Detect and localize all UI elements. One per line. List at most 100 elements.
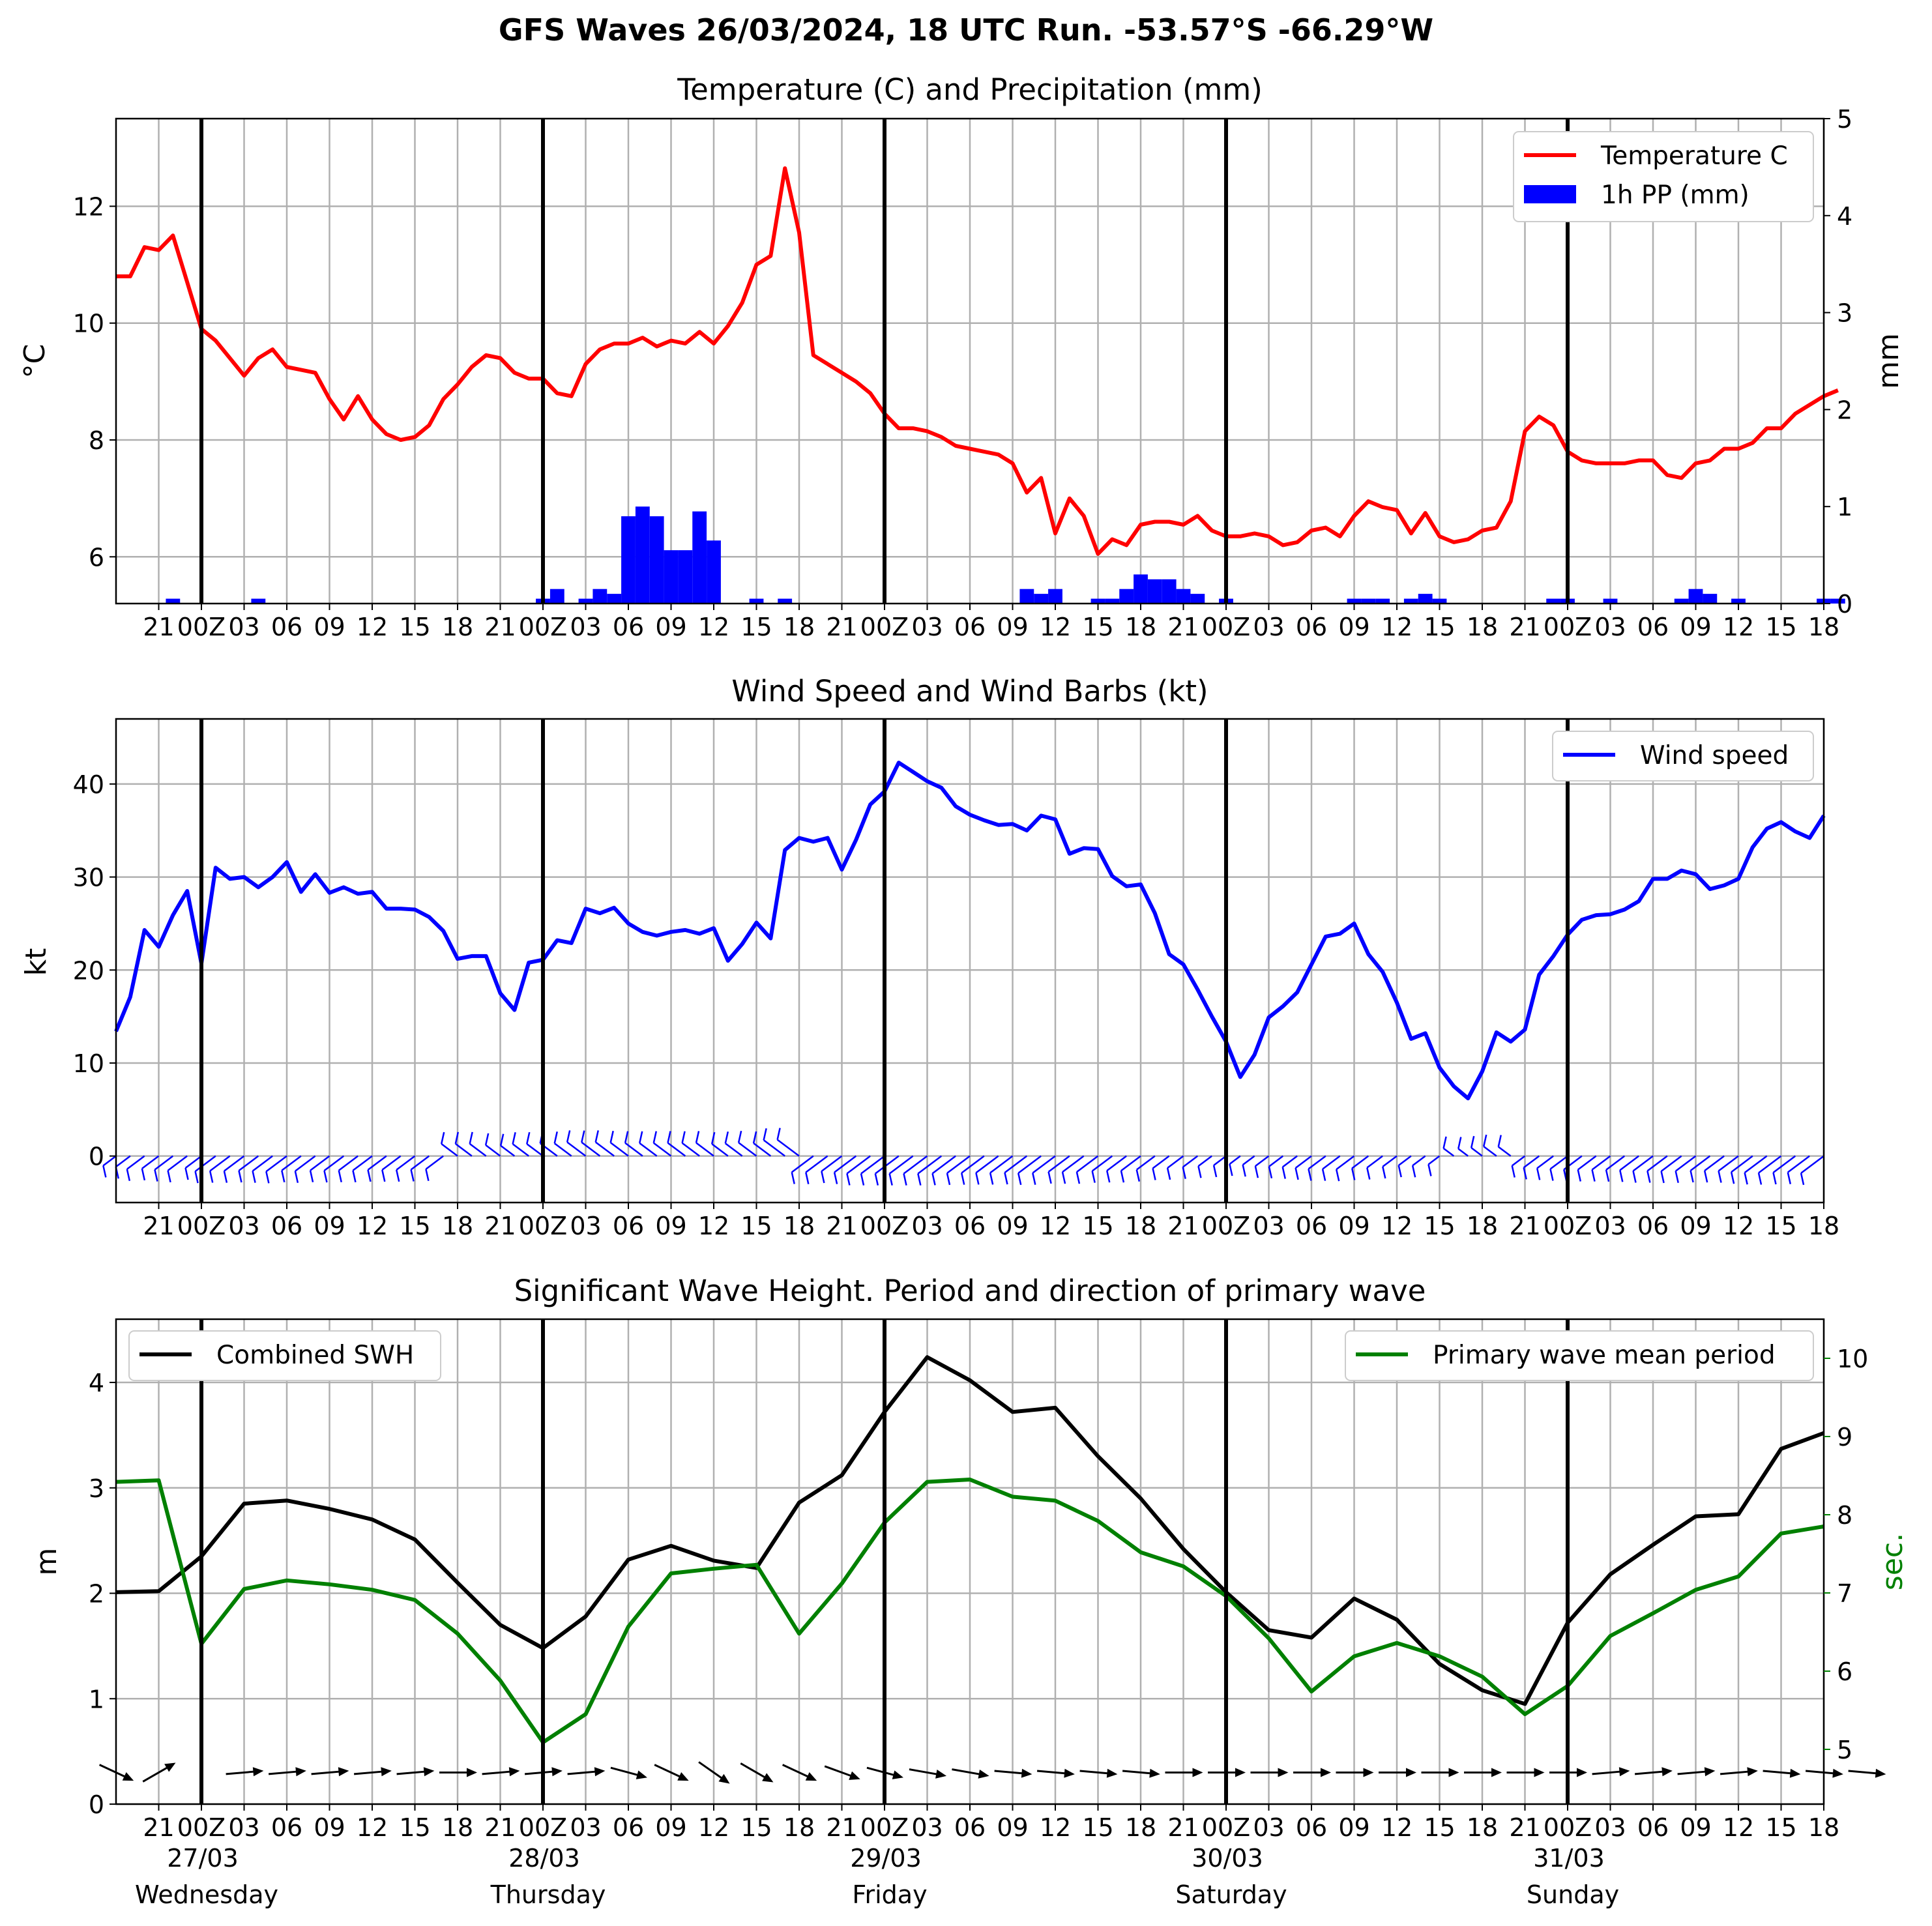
wind-day-dividers bbox=[199, 719, 1570, 1203]
arrow-head bbox=[718, 1773, 730, 1784]
arrow-shaft bbox=[142, 1764, 172, 1783]
swh-legend-frame bbox=[128, 1330, 441, 1381]
wind-barb-flag bbox=[281, 1170, 285, 1183]
wind-barb-flag bbox=[805, 1172, 810, 1184]
arrow-shaft bbox=[994, 1770, 1027, 1775]
wind-barb-staff bbox=[1483, 1145, 1497, 1157]
precip-bar bbox=[1347, 598, 1362, 604]
wind-barb-staff bbox=[681, 1142, 700, 1157]
period-ylabel: sec. bbox=[1876, 1533, 1909, 1590]
wind-barb-staff bbox=[512, 1143, 529, 1157]
wind-barb-staff bbox=[1619, 1155, 1639, 1171]
arrow-shaft bbox=[1805, 1770, 1839, 1775]
arrow-shaft bbox=[1122, 1770, 1156, 1775]
wind-barb-staff bbox=[961, 1155, 985, 1174]
wind-barb-flag bbox=[566, 1130, 571, 1143]
x-tick-label: 18 bbox=[1808, 613, 1839, 641]
wave-direction-arrow bbox=[353, 1767, 392, 1777]
wind-barb-flag bbox=[1511, 1165, 1515, 1178]
precip-bars bbox=[166, 506, 1845, 604]
wind-barb-staff bbox=[1511, 1155, 1526, 1167]
wind-panel-title: Wind Speed and Wind Barbs (kt) bbox=[731, 674, 1208, 708]
wind-barb-flag bbox=[512, 1131, 516, 1145]
wind-ylabel: kt bbox=[20, 948, 53, 976]
precip-bar bbox=[778, 598, 793, 604]
wind-barb-flag bbox=[440, 1131, 445, 1145]
wind-barb-flag bbox=[154, 1169, 158, 1182]
wind-barb-staff bbox=[126, 1155, 145, 1170]
x-tick-label: 15 bbox=[1082, 1813, 1113, 1842]
wind-barb-flag bbox=[194, 1171, 199, 1184]
wind-barb-flag bbox=[1321, 1169, 1326, 1181]
x-tick-label: 09 bbox=[1680, 1813, 1711, 1842]
x-tick-label: 12 bbox=[1381, 613, 1412, 641]
day-name-label: Friday bbox=[852, 1880, 927, 1909]
wind-legend-frame bbox=[1552, 731, 1814, 781]
day-date-label: 29/03 bbox=[850, 1844, 922, 1873]
wind-barb-flag bbox=[454, 1131, 460, 1145]
wind-barb-staff bbox=[381, 1155, 402, 1171]
arrow-shaft bbox=[610, 1766, 643, 1777]
x-tick-label: 12 bbox=[1381, 1212, 1412, 1240]
x-tick-label: 21 bbox=[143, 613, 174, 641]
arrow-head bbox=[849, 1771, 860, 1780]
x-tick-label: 15 bbox=[740, 613, 772, 641]
wind-barb-staff bbox=[1577, 1155, 1597, 1171]
arrow-head bbox=[381, 1767, 392, 1777]
wind-barb-staff bbox=[1282, 1155, 1298, 1168]
wind-barb-flag bbox=[1166, 1167, 1171, 1180]
y-right-tick-label: 3 bbox=[1837, 299, 1852, 328]
x-tick-label: 15 bbox=[399, 613, 430, 641]
wind-grid bbox=[116, 719, 1825, 1203]
wave-direction-arrow bbox=[98, 1764, 134, 1781]
wind-barb-staff bbox=[594, 1141, 615, 1157]
wave-direction-arrow bbox=[567, 1767, 606, 1777]
wind-barb-staff bbox=[860, 1155, 885, 1175]
wave-direction-arrow bbox=[994, 1768, 1032, 1778]
wave-direction-arrow bbox=[740, 1762, 774, 1783]
x-tick-label: 15 bbox=[1765, 1212, 1796, 1240]
wind-barb-flag bbox=[209, 1171, 214, 1183]
x-tick-label: 00Z bbox=[519, 1813, 567, 1842]
wind-barb-flag bbox=[499, 1133, 505, 1146]
wind-barb-flag bbox=[126, 1169, 131, 1182]
wave-direction-arrow bbox=[610, 1766, 647, 1779]
wind-barb-flag bbox=[1212, 1165, 1218, 1178]
wind-barb-flag bbox=[1690, 1170, 1694, 1183]
x-tick-label: 06 bbox=[1296, 1212, 1327, 1240]
x-tick-label: 18 bbox=[783, 1212, 815, 1240]
wind-barb-flag bbox=[1632, 1171, 1637, 1183]
precip-bar bbox=[1731, 598, 1746, 604]
precip-bar bbox=[1176, 589, 1191, 604]
x-tick-label: 15 bbox=[740, 1813, 772, 1842]
wind-barb-flag bbox=[888, 1173, 893, 1186]
wind-barb-staff bbox=[1758, 1155, 1782, 1174]
x-tick-label: 06 bbox=[271, 613, 302, 641]
x-tick-label: 06 bbox=[1637, 1212, 1669, 1240]
wind-barb-staff bbox=[1718, 1155, 1739, 1172]
x-tick-label: 09 bbox=[314, 1212, 345, 1240]
temperature-series bbox=[116, 166, 1839, 556]
arrow-head bbox=[1789, 1768, 1801, 1778]
wind-barb-flag bbox=[903, 1173, 907, 1186]
wind-barb-flag bbox=[1004, 1172, 1008, 1185]
wind-barb-staff bbox=[1308, 1155, 1326, 1170]
wind-barb-flag bbox=[1718, 1171, 1722, 1183]
temp-line bbox=[116, 166, 1839, 556]
wave-direction-arrow bbox=[396, 1767, 435, 1777]
wind-barb-staff bbox=[1772, 1155, 1796, 1174]
wind-barb-flag bbox=[737, 1130, 742, 1143]
arrow-shaft bbox=[1848, 1770, 1881, 1775]
x-tick-label: 21 bbox=[826, 1212, 857, 1240]
wind-barb-flag bbox=[1281, 1167, 1286, 1179]
wave-direction-arrow bbox=[268, 1767, 306, 1777]
arrow-shaft bbox=[1079, 1770, 1113, 1775]
wind-barb-flag bbox=[681, 1131, 686, 1143]
wind-barb-flag bbox=[874, 1173, 879, 1186]
wave-direction-arrow bbox=[142, 1762, 176, 1783]
wind-barb-flag bbox=[1442, 1136, 1447, 1149]
temp-panel-title: Temperature (C) and Precipitation (mm) bbox=[677, 72, 1263, 107]
x-tick-label: 15 bbox=[1424, 613, 1455, 641]
y-right-tick-label: 2 bbox=[1837, 396, 1852, 424]
precip-bar bbox=[678, 550, 693, 604]
